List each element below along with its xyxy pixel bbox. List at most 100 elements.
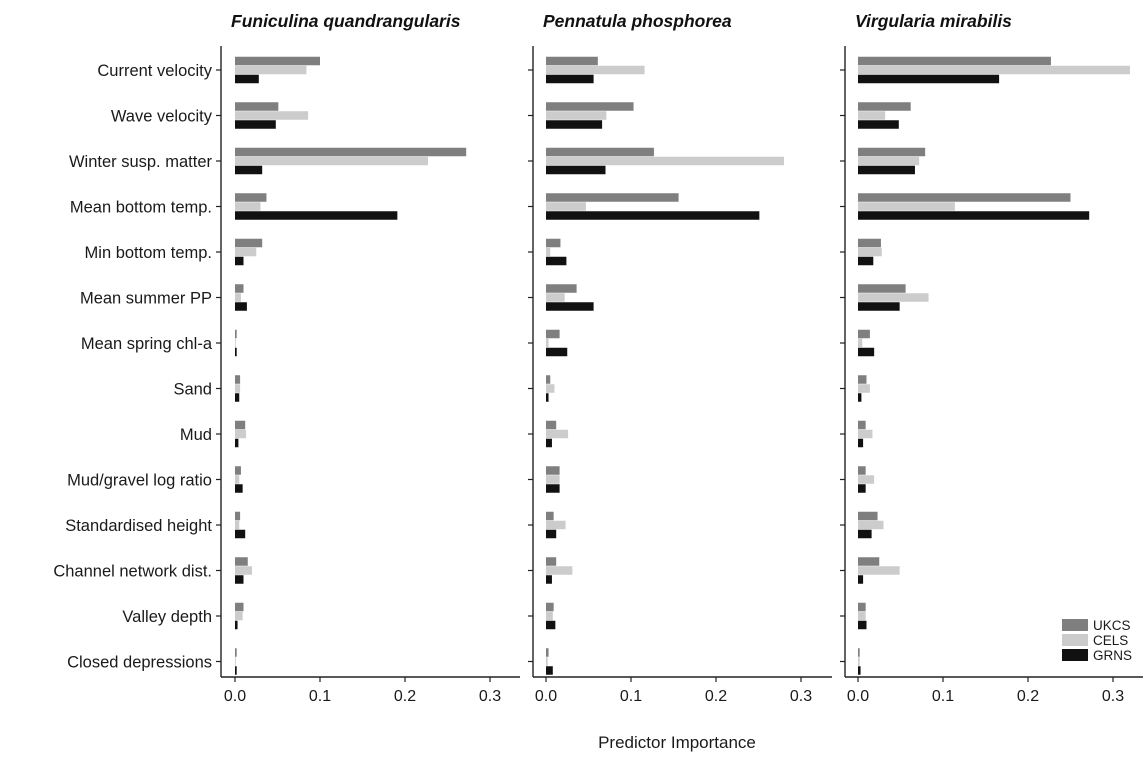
bar-ukcs [858, 147, 926, 157]
bar-cels [235, 293, 241, 302]
x-tick-label: 0.2 [1017, 688, 1039, 705]
bar-ukcs [858, 466, 866, 475]
bar-grns [235, 165, 263, 175]
category-label: Winter susp. matter [69, 153, 213, 171]
bar-cels [546, 520, 566, 530]
bar-cels [235, 111, 309, 120]
bar-grns [546, 529, 557, 539]
bar-grns [235, 484, 243, 493]
bar-cels [235, 247, 257, 257]
bar-cels [546, 611, 553, 621]
chart-panels: Funiculina quandrangularis 0.0 0.1 0.2 0.3 Pe… [216, 11, 1143, 705]
bar-ukcs [858, 511, 878, 521]
bar-grns [858, 666, 861, 675]
legend-label: UKCS [1093, 618, 1131, 633]
category-label: Mean bottom temp. [70, 199, 212, 217]
bar-ukcs [546, 102, 634, 111]
bar-grns [858, 165, 915, 175]
bar-ukcs [235, 557, 248, 566]
bar-grns [858, 393, 862, 402]
legend-swatch-cels [1062, 634, 1088, 646]
bar-ukcs [235, 602, 244, 612]
bar-ukcs [858, 602, 866, 612]
bar-grns [235, 347, 237, 357]
bar-ukcs [235, 56, 320, 66]
category-labels: Current velocity Wave velocity Winter susp… [53, 62, 212, 672]
bar-cels [235, 65, 307, 75]
bar-grns [546, 74, 594, 84]
bar-cels [546, 247, 551, 257]
bar-cels [858, 429, 873, 439]
bar-cels [858, 247, 882, 257]
bar-ukcs [858, 420, 866, 430]
bar-cels [546, 65, 645, 75]
bar-ukcs [858, 557, 880, 566]
bar-cels [235, 520, 240, 530]
x-tick-label: 0.3 [479, 688, 501, 705]
category-label: Sand [173, 381, 212, 399]
x-axis-title: Predictor Importance [598, 733, 756, 752]
bar-grns [858, 438, 864, 448]
bar-grns [546, 211, 760, 220]
bar-cels [858, 156, 920, 166]
category-label: Min bottom temp. [85, 244, 212, 262]
bar-grns [235, 620, 238, 630]
x-tick-label: 0.0 [535, 688, 557, 705]
bar-ukcs [235, 466, 241, 475]
bar-grns [546, 347, 568, 357]
bar-cels [858, 65, 1130, 75]
bar-grns [235, 393, 240, 402]
bar-ukcs [858, 193, 1071, 202]
category-label: Mud/gravel log ratio [67, 472, 212, 490]
panel-2: Pennatula phosphorea 0.0 0.1 0.2 0.3 [528, 11, 832, 705]
bar-grns [546, 256, 567, 266]
bar-cels [546, 111, 607, 120]
bar-cels [546, 338, 549, 348]
bar-ukcs [546, 56, 598, 66]
bar-grns [235, 302, 247, 311]
bar-cels [858, 611, 866, 621]
bar-grns [235, 256, 244, 266]
panel-3: Virgularia mirabilis 0.0 0.1 0.2 0.3 [840, 11, 1143, 705]
bar-grns [235, 529, 246, 539]
bar-cels [235, 156, 428, 166]
bar-ukcs [235, 147, 467, 157]
bar-grns [858, 74, 1000, 84]
category-label: Standardised height [65, 517, 212, 535]
x-tick-label: 0.2 [705, 688, 727, 705]
bar-cels [235, 475, 240, 484]
bar-cels [546, 293, 565, 302]
bar-cels [858, 338, 863, 348]
bar-cels [858, 657, 860, 666]
bar-grns [235, 211, 398, 220]
bar-ukcs [546, 420, 557, 430]
bar-cels [546, 156, 784, 166]
panel-title: Virgularia mirabilis [855, 11, 1012, 31]
legend-label: GRNS [1093, 648, 1132, 663]
legend-label: CELS [1093, 633, 1128, 648]
bar-ukcs [235, 420, 246, 430]
category-label: Channel network dist. [53, 563, 212, 581]
bar-cels [546, 202, 586, 211]
bar-ukcs [235, 238, 263, 248]
category-label: Current velocity [97, 62, 212, 80]
x-tick-label: 0.2 [394, 688, 416, 705]
panel-title: Funiculina quandrangularis [231, 11, 461, 31]
bar-ukcs [546, 511, 554, 521]
category-label: Closed depressions [67, 654, 212, 672]
bar-grns [858, 484, 866, 493]
bar-ukcs [235, 284, 244, 293]
bar-cels [858, 293, 929, 302]
bar-grns [235, 666, 237, 675]
bar-ukcs [858, 648, 860, 657]
x-tick-label: 0.1 [309, 688, 331, 705]
bar-grns [235, 74, 259, 84]
category-label: Valley depth [122, 608, 212, 626]
bar-cels [235, 566, 252, 575]
bar-ukcs [235, 193, 267, 202]
panel-title: Pennatula phosphorea [543, 11, 732, 31]
bar-grns [546, 575, 552, 584]
category-label: Mean summer PP [80, 290, 212, 308]
bar-grns [546, 165, 606, 175]
